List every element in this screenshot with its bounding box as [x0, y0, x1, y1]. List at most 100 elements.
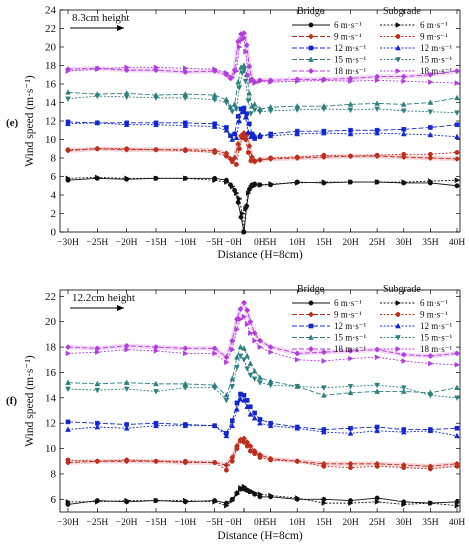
data-point	[401, 179, 407, 185]
y-tick-label: 0	[51, 227, 57, 239]
data-point	[427, 352, 434, 359]
y-tick-label: 8	[51, 153, 57, 165]
data-point	[348, 500, 354, 506]
data-point	[212, 460, 218, 465]
data-point	[400, 428, 407, 435]
data-point	[321, 385, 327, 391]
data-point	[454, 133, 460, 140]
data-point	[427, 151, 433, 157]
y-tick-label: 4	[51, 190, 57, 202]
y-tick-label: 20	[45, 42, 57, 54]
data-point	[243, 48, 249, 55]
data-point	[65, 457, 71, 463]
data-point	[224, 70, 230, 76]
data-point	[400, 101, 407, 107]
data-point	[238, 316, 244, 323]
data-point	[374, 100, 380, 106]
legend-label-bridge: 9 m·s⁻¹	[334, 32, 362, 42]
x-tick-label: 0H	[254, 238, 266, 248]
data-point	[65, 426, 71, 432]
data-point	[257, 455, 263, 460]
legend-marker-bridge	[308, 334, 314, 340]
data-point	[428, 125, 433, 130]
y-tick-label: 8	[51, 468, 57, 480]
data-point	[454, 395, 460, 401]
data-point	[234, 365, 240, 371]
data-point	[183, 350, 189, 357]
data-point	[233, 162, 239, 167]
data-point	[348, 78, 354, 85]
data-point	[223, 153, 229, 159]
data-point	[400, 351, 407, 358]
data-point	[212, 499, 218, 505]
y-tick-label: 18	[45, 60, 57, 72]
data-point	[237, 306, 244, 313]
data-point	[454, 122, 460, 127]
data-point	[211, 422, 218, 429]
data-point	[257, 491, 264, 498]
data-point	[268, 349, 274, 355]
data-point	[65, 386, 71, 393]
data-point	[241, 299, 247, 306]
data-point	[229, 497, 236, 504]
x-tick-label: −15H	[145, 238, 167, 248]
data-point	[238, 485, 244, 491]
data-point	[252, 490, 258, 496]
y-axis-title: Wind speed (m·s⁻¹)	[24, 355, 36, 447]
data-point	[294, 130, 301, 137]
data-point	[236, 85, 243, 91]
data-point	[374, 499, 381, 505]
series-subgrade-4	[65, 67, 460, 117]
data-point	[294, 180, 301, 186]
data-point	[246, 63, 253, 70]
data-point	[348, 425, 353, 431]
series-line	[67, 177, 458, 233]
data-point	[123, 121, 130, 127]
data-point	[294, 425, 301, 431]
series-line	[67, 176, 458, 233]
data-point	[400, 130, 407, 137]
data-point	[65, 419, 71, 425]
x-tick-label: 25H	[369, 238, 386, 248]
data-point	[248, 184, 255, 191]
data-point	[243, 206, 249, 212]
legend-marker-bridge	[308, 311, 314, 318]
data-point	[428, 360, 434, 367]
data-point	[124, 497, 130, 504]
data-point	[211, 385, 218, 391]
data-point	[124, 346, 130, 353]
data-point	[229, 109, 236, 115]
data-point	[235, 38, 242, 45]
data-point	[182, 422, 189, 429]
legend-marker-bridge	[308, 56, 314, 62]
data-point	[234, 446, 240, 452]
data-point	[241, 34, 248, 41]
legend-marker-bridge	[308, 300, 314, 306]
data-point	[229, 375, 236, 382]
y-tick-label: 22	[45, 23, 56, 35]
x-tick-label: 20H	[342, 518, 359, 528]
data-point	[183, 175, 189, 182]
data-point	[237, 353, 244, 360]
legend-label-bridge: 12 m·s⁻¹	[334, 321, 367, 331]
data-point	[229, 74, 236, 81]
data-point	[401, 501, 407, 508]
data-point	[182, 122, 189, 128]
legend-marker-subgrade	[395, 346, 402, 352]
data-point	[252, 451, 258, 457]
data-point	[242, 114, 249, 120]
data-point	[123, 386, 130, 393]
data-point	[243, 42, 250, 49]
data-point	[211, 123, 218, 129]
data-point	[427, 109, 434, 115]
data-point	[234, 68, 240, 74]
data-point	[153, 348, 160, 354]
data-point	[427, 466, 433, 472]
x-tick-label: −30H	[57, 238, 79, 248]
y-tick-label: 12	[45, 418, 56, 430]
x-tick-label: −15H	[145, 518, 167, 528]
data-point	[224, 502, 230, 509]
x-tick-label: 30H	[396, 518, 413, 528]
data-point	[401, 78, 407, 85]
y-tick-label: 16	[45, 367, 57, 379]
